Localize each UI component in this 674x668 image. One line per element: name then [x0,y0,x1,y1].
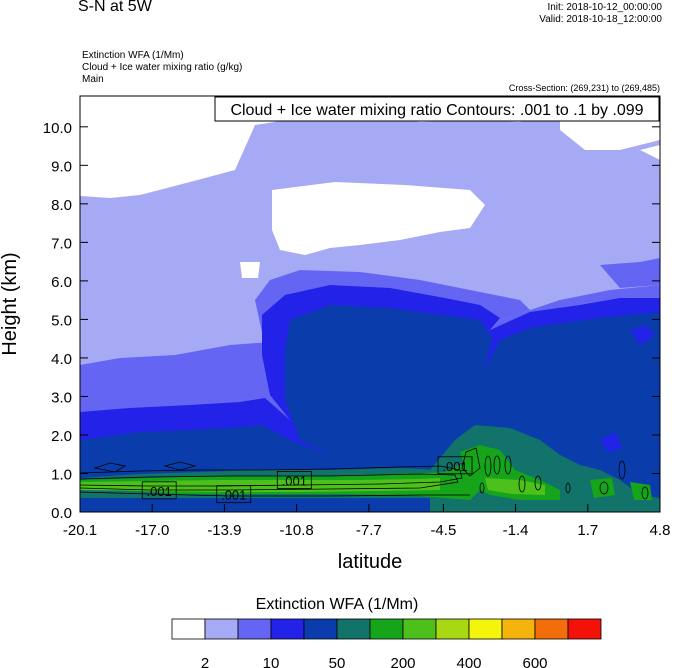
contour-label: .001 [221,488,246,503]
colorbar-swatch [534,618,569,640]
colorbar-label: 400 [456,655,481,668]
timestamp-block: Init: 2018-10-12_00:00:00 Valid: 2018-10… [539,2,662,26]
colorbar-label: 10 [263,655,280,668]
colorbar-swatch [270,618,305,640]
field-cloud-ice: Cloud + Ice water mixing ratio (g/kg) [82,62,243,73]
y-tick-label: 4.0 [51,351,72,368]
field-extinction: Extinction WFA (1/Mm) [82,50,184,61]
y-tick-label: 1.0 [51,466,72,483]
x-tick-label: -17.0 [135,522,169,539]
filled-contours [80,96,660,512]
contour-label: .001 [282,473,307,488]
x-axis-title: latitude [338,551,403,573]
y-tick-label: 8.0 [51,197,72,214]
colorbar-label: 2 [201,655,209,668]
colorbar-swatch [567,618,602,640]
valid-time: Valid: 2018-10-18_12:00:00 [539,14,662,25]
contour-label-box [216,485,252,504]
y-tick-label: 3.0 [51,389,72,406]
x-tick-label: -13.9 [207,522,241,539]
x-tick-label: 4.8 [650,522,671,539]
y-tick-label: 9.0 [51,158,72,175]
contour-label-box [276,471,312,489]
colorbar-swatch [336,618,371,640]
colorbar-swatch [402,618,437,640]
contour-label: .001 [442,459,467,474]
colorbar-label: 200 [390,655,415,668]
x-tick-label: 1.7 [577,522,598,539]
colorbar-label: 50 [329,655,346,668]
colorbar-swatch [435,618,470,640]
x-tick-label: -7.7 [356,522,382,539]
colorbar-title: Extinction WFA (1/Mm) [255,596,419,613]
y-axis-title: Height (km) [0,252,21,355]
contour-title-box [214,96,660,122]
contour-label-box [437,456,473,475]
colorbar-label: 600 [522,655,547,668]
y-tick-label: 5.0 [51,312,72,329]
x-tick-label: -20.1 [63,522,97,539]
cross-section-label: Cross-Section: (269,231) to (269,485) [508,83,660,93]
plot-frame [79,95,661,513]
contour-label: .001 [147,484,172,499]
axis-ticks: -20.1 -17.0 -13.9 -10.8 -7.7 -4.5 -1.4 1.7 4.8 0.… [43,120,671,539]
x-tick-label: -10.8 [280,522,314,539]
y-tick-label: 6.0 [51,274,72,291]
colorbar-swatch [501,618,536,640]
x-tick-label: -1.4 [503,522,529,539]
plot-title: S-N at 5W [78,0,152,15]
colorbar-swatch [369,618,404,640]
contour-label-box [141,481,177,500]
y-tick-label: 10.0 [43,120,72,137]
init-time: Init: 2018-10-12_00:00:00 [547,2,662,13]
field-domain: Main [82,74,104,85]
x-tick-label: -4.5 [430,522,456,539]
colorbar-swatch [468,618,503,640]
field-list: Extinction WFA (1/Mm) Cloud + Ice water … [82,50,242,86]
colorbar: 2 10 50 200 400 600 [171,618,602,668]
y-tick-label: 2.0 [51,428,72,445]
y-tick-label: 0.0 [51,505,72,522]
colorbar-swatch [204,618,239,640]
chart-title: Cloud + Ice water mixing ratio Contours:… [230,102,643,119]
colorbar-swatch [171,618,206,640]
colorbar-swatch [303,618,338,640]
y-tick-label: 7.0 [51,235,72,252]
colorbar-swatch [237,618,272,640]
contour-labels: .001 .001 .001 .001 [141,456,473,504]
